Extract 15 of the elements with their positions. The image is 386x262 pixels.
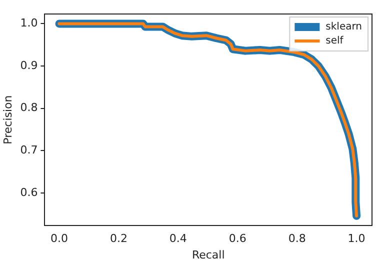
legend-label: self (326, 36, 344, 47)
y-tick-label: 0.8 (20, 101, 38, 114)
y-tick-label: 0.9 (20, 58, 38, 72)
x-axis-title: Recall (192, 248, 225, 262)
y-tick-label: 1.0 (20, 16, 38, 30)
x-tick-label: 0.2 (110, 232, 128, 246)
y-tick-label: 0.7 (20, 144, 38, 157)
x-tick-label: 0.4 (169, 232, 187, 246)
legend-label: sklearn (326, 22, 362, 33)
x-tick-label: 0.8 (288, 232, 306, 246)
x-tick-label: 1.0 (348, 232, 366, 246)
y-tick-label: 0.6 (20, 186, 38, 199)
y-axis-title: Precision (1, 95, 14, 144)
x-tick-label: 0.6 (228, 232, 246, 246)
x-tick-label: 0.0 (50, 232, 68, 246)
